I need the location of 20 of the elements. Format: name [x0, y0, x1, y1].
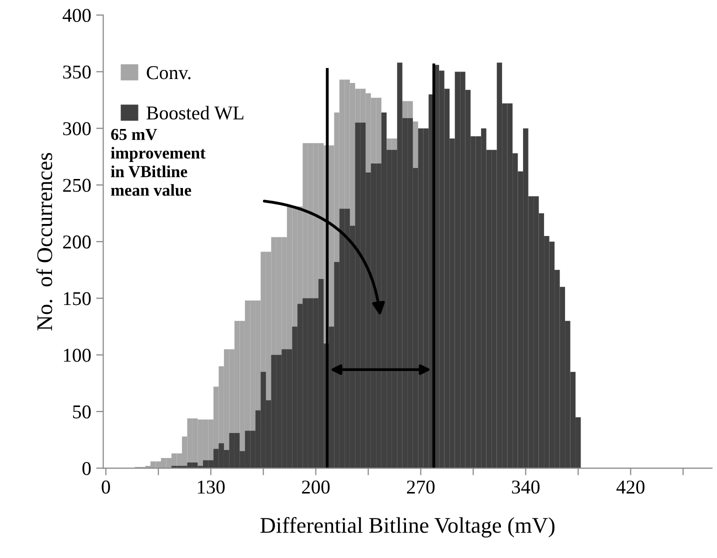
y-tick-label: 350: [63, 66, 91, 79]
y-tick-label: 250: [63, 178, 91, 192]
x-tick-label: 0: [102, 480, 110, 494]
y-tick-label: 200: [63, 235, 91, 249]
y-tick-label: 400: [62, 8, 91, 22]
y-axis-title: No. of Occurrences: [36, 152, 52, 330]
legend-label: Boosted WL: [146, 106, 244, 120]
y-tick-label: 0: [82, 462, 91, 476]
x-tick-label: 270: [407, 480, 435, 494]
legend-label: Conv.: [146, 66, 190, 80]
x-tick-label: 200: [302, 480, 330, 494]
y-tick-label: 50: [73, 405, 91, 418]
x-tick-label: 420: [616, 480, 644, 494]
y-tick-label: 300: [63, 122, 91, 136]
y-tick-label: 100: [64, 348, 91, 362]
x-tick-label: 130: [198, 480, 225, 494]
x-tick-label: 340: [512, 480, 540, 494]
annotation: 65 mV improvement in VBitline mean value: [110, 128, 206, 196]
y-tick-label: 150: [64, 292, 91, 306]
x-axis-title: Differential Bitline Voltage (mV): [260, 517, 554, 538]
